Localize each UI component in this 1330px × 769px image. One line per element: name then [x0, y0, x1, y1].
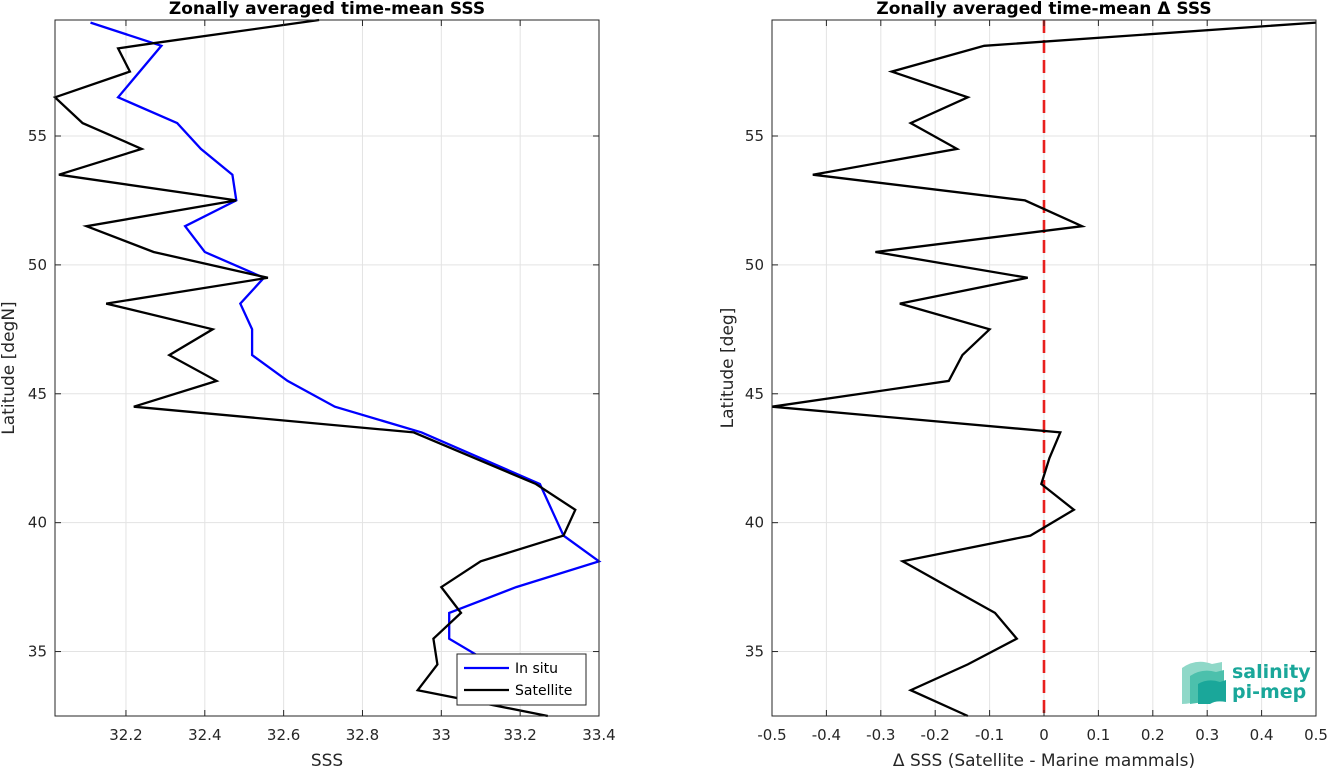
x-tick-label: 0.5 — [1304, 726, 1328, 744]
waves-icon — [1182, 661, 1226, 704]
y-tick-label: 55 — [745, 127, 764, 145]
delta-sss-panel: -0.5 -0.4 -0.3 -0.2 -0.1 0 0.1 0.2 0.3 0.4 0.5 35 4… — [718, 0, 1328, 769]
legend-label-satellite: Satellite — [515, 683, 572, 699]
axes-frame — [54, 19, 600, 717]
y-tick-label: 45 — [28, 385, 47, 403]
series-layer — [52, 18, 602, 718]
series-line-satellite — [52, 18, 577, 718]
x-tick-label: 33.4 — [582, 726, 615, 744]
series-line-in-situ — [90, 21, 602, 692]
x-tick-labels: -0.5 -0.4 -0.3 -0.2 -0.1 0 0.1 0.2 0.3 0.4 0.5 — [757, 726, 1328, 744]
legend-label-in-situ: In situ — [515, 661, 558, 677]
y-axis-label: Latitude [degN] — [0, 301, 19, 434]
x-tick-labels: 32.2 32.4 32.6 32.8 33 33.2 33.4 — [109, 726, 615, 744]
sss-panel: 32.2 32.4 32.6 32.8 33 33.2 33.4 35 40 45 50 55 Zo… — [0, 0, 616, 769]
x-tick-label: -0.1 — [975, 726, 1004, 744]
x-tick-label: -0.2 — [921, 726, 950, 744]
x-tick-label: 0.3 — [1195, 726, 1219, 744]
logo-line1: salinity — [1232, 661, 1311, 683]
x-tick-label: 0.1 — [1086, 726, 1110, 744]
y-tick-label: 40 — [28, 514, 47, 532]
x-tick-label: -0.5 — [757, 726, 786, 744]
y-tick-label: 35 — [745, 643, 764, 661]
x-tick-label: 32.2 — [109, 726, 142, 744]
y-tick-label: 35 — [28, 643, 47, 661]
x-tick-label: -0.4 — [812, 726, 841, 744]
y-axis-label: Latitude [deg] — [718, 308, 738, 429]
x-tick-label: 0 — [1039, 726, 1049, 744]
y-tick-label: 50 — [28, 256, 47, 274]
logo-line2: pi-mep — [1232, 681, 1306, 703]
y-tick-label: 50 — [745, 256, 764, 274]
x-tick-label: 33.2 — [503, 726, 536, 744]
salinity-pi-mep-logo: salinity pi-mep — [1182, 661, 1311, 704]
x-tick-label: 0.4 — [1250, 726, 1274, 744]
tick-marks — [771, 20, 1317, 716]
y-tick-labels: 35 40 45 50 55 — [28, 127, 47, 661]
x-tick-label: 32.6 — [267, 726, 300, 744]
chart-title: Zonally averaged time-mean SSS — [169, 0, 485, 19]
y-tick-labels: 35 40 45 50 55 — [745, 127, 764, 661]
x-tick-label: 0.2 — [1141, 726, 1165, 744]
x-tick-label: 32.8 — [346, 726, 379, 744]
x-tick-label: 33 — [432, 726, 451, 744]
legend: In situ Satellite — [456, 653, 587, 706]
chart-title: Zonally averaged time-mean Δ SSS — [876, 0, 1211, 19]
x-tick-label: -0.3 — [866, 726, 895, 744]
series-layer — [771, 21, 1317, 718]
y-tick-label: 55 — [28, 127, 47, 145]
x-tick-label: 32.4 — [188, 726, 221, 744]
legend-box — [456, 653, 587, 706]
tick-marks — [55, 20, 600, 716]
x-axis-label: Δ SSS (Satellite - Marine mammals) — [893, 751, 1195, 769]
y-tick-label: 40 — [745, 514, 764, 532]
y-tick-label: 45 — [745, 385, 764, 403]
series-line — [771, 21, 1317, 718]
plot-area — [55, 20, 599, 716]
x-axis-label: SSS — [311, 751, 343, 769]
